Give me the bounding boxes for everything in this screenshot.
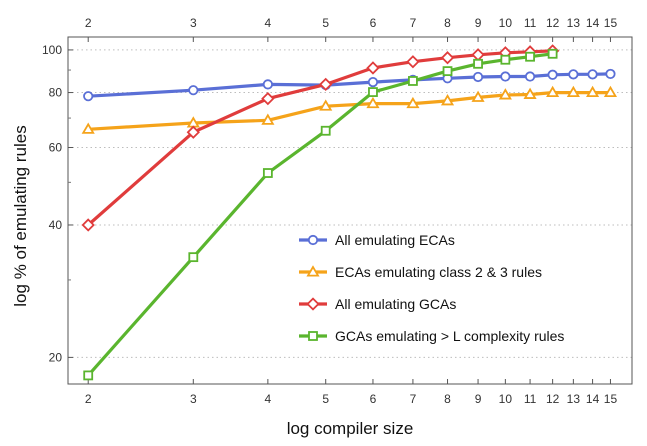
y-tick-label-100: 100 bbox=[42, 43, 62, 57]
series-1-point-13 bbox=[587, 69, 598, 80]
series-4-point-2 bbox=[188, 252, 199, 263]
series-2-point-10 bbox=[523, 87, 537, 99]
legend-label-4: GCAs emulating > L complexity rules bbox=[335, 328, 564, 344]
y-tick-label-20: 20 bbox=[49, 350, 63, 364]
series-1-point-10 bbox=[524, 71, 536, 82]
legend-swatch-marker-3 bbox=[306, 297, 320, 311]
legend-item-2: ECAs emulating class 2 & 3 rules bbox=[299, 264, 542, 280]
legend-label-3: All emulating GCAs bbox=[335, 296, 456, 312]
y-tick-label-80: 80 bbox=[49, 86, 63, 100]
series-1-point-8 bbox=[472, 71, 484, 83]
plot-frame bbox=[67, 36, 633, 385]
series-1-point-5 bbox=[367, 77, 379, 88]
series-4-point-1 bbox=[83, 370, 94, 381]
axis-ticks: 20 40 60 80 100 2 2 3 3 4 4 5 5 6 6 7 7 8 8 9 9 10 10 11 11 12 12 1… bbox=[42, 16, 617, 406]
series-3-point-7 bbox=[440, 51, 455, 65]
x-tick-label-bottom-7: 7 bbox=[410, 392, 417, 406]
legend-item-1: All emulating ECAs bbox=[299, 232, 455, 248]
series-2-point-13 bbox=[586, 85, 600, 98]
series-2-point-5 bbox=[366, 96, 380, 109]
legend-swatch-marker-4 bbox=[308, 331, 318, 341]
y-tick-label-60: 60 bbox=[49, 141, 63, 155]
x-tick-label-top-9: 9 bbox=[475, 16, 482, 30]
series-4-point-3 bbox=[262, 168, 273, 178]
series-1-point-1 bbox=[83, 91, 94, 102]
series-3-point-3 bbox=[261, 91, 275, 106]
series-1-point-2 bbox=[188, 85, 199, 96]
x-tick-label-bottom-11: 11 bbox=[524, 392, 537, 406]
x-tick-label-bottom-6: 6 bbox=[370, 392, 377, 406]
x-tick-label-top-11: 11 bbox=[524, 16, 537, 30]
series-4 bbox=[83, 48, 558, 381]
y-axis-label: log % of emulating rules bbox=[11, 125, 30, 306]
series-layer bbox=[81, 44, 618, 381]
x-tick-label-top-4: 4 bbox=[265, 16, 272, 30]
legend-swatch-marker-1 bbox=[307, 234, 319, 246]
series-2-point-4 bbox=[319, 99, 333, 111]
x-tick-label-top-8: 8 bbox=[444, 16, 451, 30]
series-1-point-11 bbox=[547, 69, 558, 80]
series-2-point-3 bbox=[261, 113, 275, 125]
x-tick-label-top-13: 13 bbox=[567, 16, 581, 30]
x-tick-label-bottom-3: 3 bbox=[190, 392, 197, 406]
legend-swatch-marker-2 bbox=[306, 265, 320, 277]
x-tick-label-top-3: 3 bbox=[190, 16, 197, 30]
x-tick-label-top-2: 2 bbox=[85, 16, 92, 30]
legend-item-4: GCAs emulating > L complexity rules bbox=[299, 328, 564, 344]
series-2-point-11 bbox=[546, 85, 560, 98]
series-3-point-4 bbox=[319, 77, 333, 92]
series-4-point-11 bbox=[547, 48, 558, 59]
series-2-point-8 bbox=[471, 90, 485, 102]
x-tick-label-top-10: 10 bbox=[499, 16, 513, 30]
x-axis-label: log compiler size bbox=[287, 419, 414, 438]
x-tick-label-bottom-2: 2 bbox=[85, 392, 92, 406]
x-tick-label-top-12: 12 bbox=[546, 16, 560, 30]
series-2-point-7 bbox=[440, 94, 455, 106]
legend: All emulating ECAs ECAs emulating class 2… bbox=[299, 232, 564, 344]
x-tick-label-bottom-10: 10 bbox=[499, 392, 513, 406]
x-tick-label-top-7: 7 bbox=[410, 16, 417, 30]
legend-item-3: All emulating GCAs bbox=[299, 296, 456, 312]
y-tick-label-40: 40 bbox=[49, 218, 63, 232]
x-tick-label-top-15: 15 bbox=[604, 16, 618, 30]
x-tick-label-top-14: 14 bbox=[586, 16, 600, 30]
series-3-point-5 bbox=[366, 61, 380, 75]
series-4-point-5 bbox=[368, 87, 378, 97]
series-3-point-6 bbox=[406, 55, 420, 69]
x-tick-label-bottom-8: 8 bbox=[444, 392, 451, 406]
series-2-point-6 bbox=[406, 96, 420, 109]
series-3-point-2 bbox=[186, 125, 200, 139]
x-tick-label-bottom-13: 13 bbox=[567, 392, 581, 406]
x-tick-label-bottom-14: 14 bbox=[586, 392, 600, 406]
series-4-point-8 bbox=[473, 58, 483, 69]
series-4-point-6 bbox=[408, 76, 418, 86]
x-tick-label-bottom-15: 15 bbox=[604, 392, 618, 406]
series-2-point-14 bbox=[603, 85, 618, 98]
series-1-point-3 bbox=[262, 79, 273, 90]
series-1-point-9 bbox=[500, 71, 511, 82]
series-4-point-7 bbox=[442, 66, 453, 77]
series-2-point-12 bbox=[566, 85, 580, 98]
x-tick-label-top-6: 6 bbox=[370, 16, 377, 30]
x-tick-label-bottom-12: 12 bbox=[546, 392, 560, 406]
series-4-point-10 bbox=[525, 51, 535, 62]
x-tick-label-top-5: 5 bbox=[322, 16, 329, 30]
series-2-point-9 bbox=[498, 88, 512, 100]
series-1-point-12 bbox=[568, 69, 579, 80]
legend-label-2: ECAs emulating class 2 & 3 rules bbox=[335, 264, 542, 280]
legend-label-1: All emulating ECAs bbox=[335, 232, 455, 248]
series-3-point-1 bbox=[81, 218, 95, 232]
x-tick-label-bottom-5: 5 bbox=[322, 392, 329, 406]
x-tick-label-bottom-9: 9 bbox=[475, 392, 482, 406]
series-1-point-14 bbox=[605, 68, 616, 80]
x-tick-label-bottom-4: 4 bbox=[265, 392, 272, 406]
series-4-point-9 bbox=[500, 54, 511, 65]
series-4-point-4 bbox=[320, 125, 331, 136]
series-2-point-1 bbox=[81, 122, 95, 134]
